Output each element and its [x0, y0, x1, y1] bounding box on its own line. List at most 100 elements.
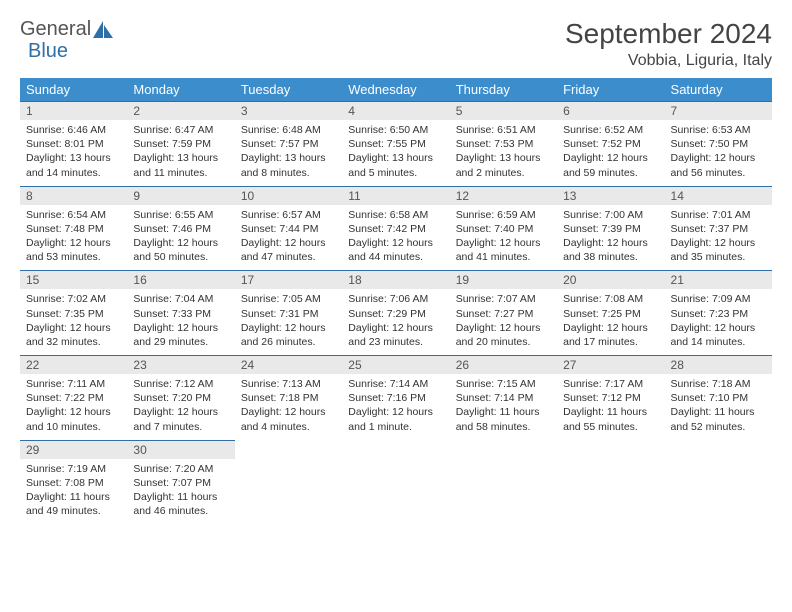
daylight-text: Daylight: 12 hours and 14 minutes. — [671, 321, 766, 349]
daylight-text: Daylight: 12 hours and 4 minutes. — [241, 405, 336, 433]
day-data-cell: Sunrise: 7:08 AMSunset: 7:25 PMDaylight:… — [557, 289, 664, 355]
sunrise-text: Sunrise: 7:20 AM — [133, 462, 228, 476]
day-number-row: 15161718192021 — [20, 271, 772, 290]
sunset-text: Sunset: 8:01 PM — [26, 137, 121, 151]
sunset-text: Sunset: 7:31 PM — [241, 307, 336, 321]
sunset-text: Sunset: 7:55 PM — [348, 137, 443, 151]
day-number-cell: 8 — [20, 186, 127, 205]
sunset-text: Sunset: 7:08 PM — [26, 476, 121, 490]
day-data-cell: Sunrise: 7:18 AMSunset: 7:10 PMDaylight:… — [665, 374, 772, 440]
calendar-table: Sunday Monday Tuesday Wednesday Thursday… — [20, 78, 772, 524]
day-number-cell: 13 — [557, 186, 664, 205]
day-data-cell — [557, 459, 664, 525]
daylight-text: Daylight: 12 hours and 7 minutes. — [133, 405, 228, 433]
weekday-header: Saturday — [665, 78, 772, 102]
day-data-cell: Sunrise: 7:09 AMSunset: 7:23 PMDaylight:… — [665, 289, 772, 355]
sunset-text: Sunset: 7:25 PM — [563, 307, 658, 321]
sunset-text: Sunset: 7:14 PM — [456, 391, 551, 405]
sunrise-text: Sunrise: 6:48 AM — [241, 123, 336, 137]
day-number-cell: 14 — [665, 186, 772, 205]
sunset-text: Sunset: 7:20 PM — [133, 391, 228, 405]
day-number-cell: 9 — [127, 186, 234, 205]
day-data-row: Sunrise: 7:02 AMSunset: 7:35 PMDaylight:… — [20, 289, 772, 355]
day-data-cell: Sunrise: 7:15 AMSunset: 7:14 PMDaylight:… — [450, 374, 557, 440]
daylight-text: Daylight: 12 hours and 32 minutes. — [26, 321, 121, 349]
day-number-cell: 26 — [450, 356, 557, 375]
sunrise-text: Sunrise: 6:58 AM — [348, 208, 443, 222]
sunrise-text: Sunrise: 7:18 AM — [671, 377, 766, 391]
day-data-cell — [450, 459, 557, 525]
sunset-text: Sunset: 7:53 PM — [456, 137, 551, 151]
daylight-text: Daylight: 12 hours and 44 minutes. — [348, 236, 443, 264]
day-number-cell — [450, 440, 557, 459]
day-number-cell: 7 — [665, 102, 772, 121]
sunrise-text: Sunrise: 7:00 AM — [563, 208, 658, 222]
day-number-row: 1234567 — [20, 102, 772, 121]
sunset-text: Sunset: 7:46 PM — [133, 222, 228, 236]
day-data-cell: Sunrise: 7:05 AMSunset: 7:31 PMDaylight:… — [235, 289, 342, 355]
sunrise-text: Sunrise: 7:07 AM — [456, 292, 551, 306]
day-number-cell: 12 — [450, 186, 557, 205]
day-number-row: 2930 — [20, 440, 772, 459]
sunset-text: Sunset: 7:50 PM — [671, 137, 766, 151]
sunset-text: Sunset: 7:37 PM — [671, 222, 766, 236]
daylight-text: Daylight: 12 hours and 1 minute. — [348, 405, 443, 433]
sunrise-text: Sunrise: 7:06 AM — [348, 292, 443, 306]
day-number-cell: 23 — [127, 356, 234, 375]
sunrise-text: Sunrise: 6:53 AM — [671, 123, 766, 137]
weekday-header: Thursday — [450, 78, 557, 102]
sunset-text: Sunset: 7:23 PM — [671, 307, 766, 321]
sunset-text: Sunset: 7:18 PM — [241, 391, 336, 405]
sunrise-text: Sunrise: 7:08 AM — [563, 292, 658, 306]
sunset-text: Sunset: 7:39 PM — [563, 222, 658, 236]
day-number-cell: 19 — [450, 271, 557, 290]
day-number-cell: 4 — [342, 102, 449, 121]
sunset-text: Sunset: 7:59 PM — [133, 137, 228, 151]
day-number-cell: 11 — [342, 186, 449, 205]
day-data-row: Sunrise: 6:54 AMSunset: 7:48 PMDaylight:… — [20, 205, 772, 271]
weekday-header: Wednesday — [342, 78, 449, 102]
sunrise-text: Sunrise: 7:13 AM — [241, 377, 336, 391]
sunrise-text: Sunrise: 7:04 AM — [133, 292, 228, 306]
day-data-cell: Sunrise: 7:06 AMSunset: 7:29 PMDaylight:… — [342, 289, 449, 355]
day-data-cell: Sunrise: 7:00 AMSunset: 7:39 PMDaylight:… — [557, 205, 664, 271]
day-number-cell: 28 — [665, 356, 772, 375]
daylight-text: Daylight: 12 hours and 23 minutes. — [348, 321, 443, 349]
day-number-cell: 15 — [20, 271, 127, 290]
day-number-cell: 30 — [127, 440, 234, 459]
sunset-text: Sunset: 7:57 PM — [241, 137, 336, 151]
daylight-text: Daylight: 11 hours and 49 minutes. — [26, 490, 121, 518]
day-data-cell: Sunrise: 6:53 AMSunset: 7:50 PMDaylight:… — [665, 120, 772, 186]
day-data-cell: Sunrise: 7:19 AMSunset: 7:08 PMDaylight:… — [20, 459, 127, 525]
sunrise-text: Sunrise: 6:54 AM — [26, 208, 121, 222]
sunset-text: Sunset: 7:07 PM — [133, 476, 228, 490]
day-data-cell: Sunrise: 7:11 AMSunset: 7:22 PMDaylight:… — [20, 374, 127, 440]
day-number-cell: 16 — [127, 271, 234, 290]
day-data-row: Sunrise: 6:46 AMSunset: 8:01 PMDaylight:… — [20, 120, 772, 186]
daylight-text: Daylight: 12 hours and 50 minutes. — [133, 236, 228, 264]
day-data-cell: Sunrise: 7:12 AMSunset: 7:20 PMDaylight:… — [127, 374, 234, 440]
daylight-text: Daylight: 11 hours and 58 minutes. — [456, 405, 551, 433]
day-number-cell: 17 — [235, 271, 342, 290]
sunset-text: Sunset: 7:44 PM — [241, 222, 336, 236]
day-data-cell: Sunrise: 6:48 AMSunset: 7:57 PMDaylight:… — [235, 120, 342, 186]
day-number-cell: 2 — [127, 102, 234, 121]
brand-part2: Blue — [28, 40, 68, 63]
weekday-header: Sunday — [20, 78, 127, 102]
day-data-cell — [665, 459, 772, 525]
day-number-cell: 5 — [450, 102, 557, 121]
day-data-cell: Sunrise: 6:50 AMSunset: 7:55 PMDaylight:… — [342, 120, 449, 186]
sunset-text: Sunset: 7:48 PM — [26, 222, 121, 236]
daylight-text: Daylight: 13 hours and 14 minutes. — [26, 151, 121, 179]
brand-logo: General — [20, 18, 115, 41]
daylight-text: Daylight: 13 hours and 2 minutes. — [456, 151, 551, 179]
daylight-text: Daylight: 12 hours and 17 minutes. — [563, 321, 658, 349]
sunrise-text: Sunrise: 7:12 AM — [133, 377, 228, 391]
location: Vobbia, Liguria, Italy — [565, 52, 772, 70]
day-number-row: 22232425262728 — [20, 356, 772, 375]
daylight-text: Daylight: 13 hours and 11 minutes. — [133, 151, 228, 179]
title-block: September 2024 Vobbia, Liguria, Italy — [565, 18, 772, 70]
day-data-cell: Sunrise: 6:47 AMSunset: 7:59 PMDaylight:… — [127, 120, 234, 186]
day-number-cell: 20 — [557, 271, 664, 290]
daylight-text: Daylight: 12 hours and 53 minutes. — [26, 236, 121, 264]
